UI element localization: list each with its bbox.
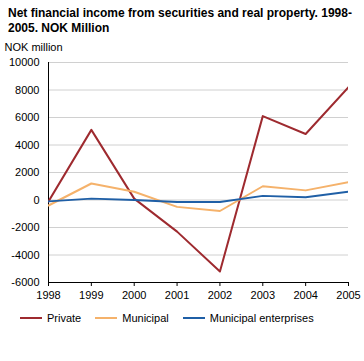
svg-text:2004: 2004 (293, 289, 317, 301)
svg-text:2002: 2002 (208, 289, 232, 301)
svg-text:2000: 2000 (122, 289, 146, 301)
svg-text:0: 0 (33, 194, 39, 206)
svg-text:8000: 8000 (15, 84, 39, 96)
svg-text:1999: 1999 (79, 289, 103, 301)
html-text:Municipal: Municipal (122, 312, 169, 324)
svg-text:NOK million: NOK million (5, 41, 63, 53)
svg-text:-6000: -6000 (11, 276, 39, 288)
svg-text:2001: 2001 (165, 289, 189, 301)
svg-text:10000: 10000 (9, 56, 40, 68)
svg-text:2005: 2005 (336, 289, 360, 301)
svg-text:2000: 2000 (15, 166, 39, 178)
svg-text:2003: 2003 (251, 289, 275, 301)
svg-text:-4000: -4000 (11, 249, 39, 261)
svg-text:6000: 6000 (15, 111, 39, 123)
html-text:Municipal enterprises: Municipal enterprises (209, 312, 314, 324)
html-text:Private: Private (47, 312, 82, 324)
svg-text:-2000: -2000 (11, 221, 39, 233)
svg-text:4000: 4000 (15, 139, 39, 151)
svg-text:1998: 1998 (36, 289, 60, 301)
html-text:Net financial income from secu: Net financial income from securities and… (8, 6, 352, 35)
